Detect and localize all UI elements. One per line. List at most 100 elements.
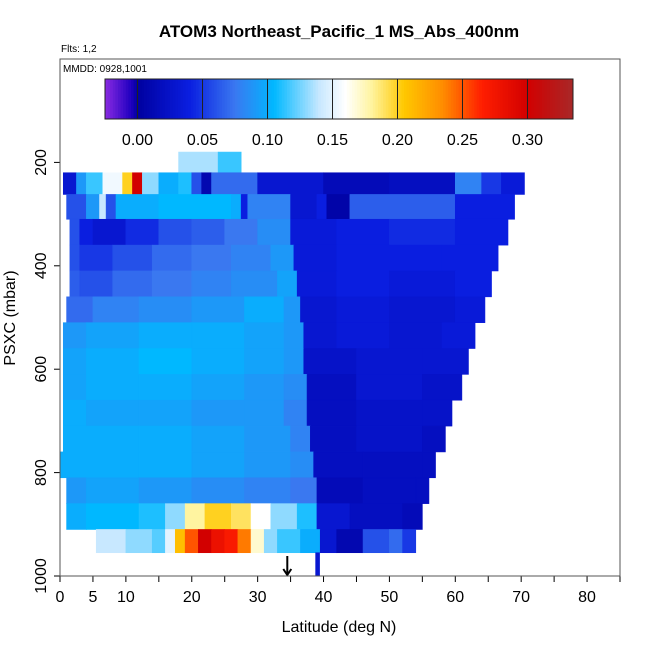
colorbar-segment (570, 79, 574, 119)
heatmap-cell (290, 425, 311, 453)
heatmap-cell (224, 218, 258, 246)
heatmap-cell (112, 244, 153, 272)
heatmap-cell (296, 503, 318, 530)
heatmap-cell (191, 348, 245, 375)
latitude-arrow-head (282, 568, 293, 577)
heatmap-cell (336, 270, 390, 298)
heatmap-cell (138, 348, 193, 375)
colorbar-segment (521, 79, 524, 119)
colorbar-segment (484, 79, 488, 119)
heatmap-cell (244, 399, 285, 427)
colorbar-segment (531, 79, 535, 119)
colorbar-segment (206, 79, 210, 119)
colorbar-segment (508, 79, 511, 119)
heatmap-cell (244, 451, 291, 479)
heatmap-cell (336, 529, 364, 554)
heatmap-cell (441, 322, 476, 349)
plot-frame (59, 58, 621, 577)
colorbar-segment (560, 79, 563, 119)
heatmap-cell (178, 151, 219, 174)
colorbar-segment (346, 79, 350, 119)
heatmap-cell (336, 218, 390, 246)
colorbar-segment (432, 79, 436, 119)
heatmap-cell (138, 425, 193, 453)
heatmap-cell (191, 218, 225, 246)
colorbar-segment (190, 79, 194, 119)
colorbar-segment (250, 79, 254, 119)
y-tick-label: 800 (33, 459, 50, 486)
colorbar-segment (196, 79, 199, 119)
colorbar-segment (341, 79, 345, 119)
colorbar-segment (274, 79, 277, 119)
colorbar-segment (357, 79, 361, 119)
y-tick-label: 200 (33, 149, 50, 176)
heatmap-cell (230, 244, 272, 272)
heatmap-cell (306, 399, 357, 427)
colorbar-segment (471, 79, 475, 119)
colorbar-segment (534, 79, 537, 119)
colorbar-segment (268, 79, 272, 119)
colorbar-segment (112, 79, 116, 119)
colorbar-segment (240, 79, 244, 119)
colorbar-segment (367, 79, 371, 119)
heatmap-cell (165, 503, 186, 530)
colorbar-segment (253, 79, 257, 119)
heatmap-cell (125, 218, 160, 246)
colorbar-segment (149, 79, 153, 119)
flights-label: Flts: 1,2 (61, 44, 97, 55)
colorbar-segment (209, 79, 212, 119)
heatmap-cell (422, 425, 446, 453)
heatmap-cell (402, 503, 423, 530)
heatmap-cell (454, 296, 486, 323)
heatmap-cell (356, 425, 423, 453)
heatmap-cell (356, 374, 423, 401)
heatmap-cell (230, 194, 242, 220)
heatmap-cell (178, 172, 193, 195)
heatmap-cell (296, 270, 338, 298)
colorbar-segment (315, 79, 319, 119)
heatmap-cell (86, 451, 140, 479)
heatmap-cell (204, 503, 232, 530)
colorbar-segment (162, 79, 166, 119)
colorbar-segment (310, 79, 314, 119)
heatmap-cell (356, 399, 423, 427)
colorbar-segment (505, 79, 509, 119)
colorbar-segment (107, 79, 111, 119)
heatmap-cell (69, 270, 81, 298)
heatmap-cell (257, 172, 324, 195)
colorbar-segment (354, 79, 358, 119)
colorbar-segment (222, 79, 225, 119)
colorbar-segment (541, 79, 545, 119)
colorbar-segment (539, 79, 543, 119)
heatmap-cell (315, 552, 320, 577)
colorbar-segment (474, 79, 478, 119)
colorbar-segment (370, 79, 374, 119)
heatmap-cell (99, 194, 107, 220)
colorbar-segment (227, 79, 231, 119)
heatmap-cell (454, 270, 492, 298)
colorbar-segment (219, 79, 223, 119)
colorbar-frame (104, 78, 574, 120)
colorbar-segment (344, 79, 348, 119)
heatmap-cell (92, 296, 140, 323)
colorbar-segment (203, 79, 207, 119)
colorbar-segment (164, 79, 168, 119)
colorbar-segment (552, 79, 556, 119)
y-tick-label: 1000 (33, 558, 50, 594)
heatmap-cell (79, 244, 114, 272)
colorbar-tick-label: 0.15 (317, 132, 348, 149)
colorbar-segment (287, 79, 290, 119)
heatmap-cell (283, 322, 305, 349)
colorbar-segment (120, 79, 124, 119)
colorbar-segment (440, 79, 444, 119)
colorbar-segment (115, 79, 119, 119)
heatmap-cell (247, 194, 291, 220)
colorbar-segment (362, 79, 366, 119)
colorbar-segment (214, 79, 218, 119)
heatmap-cell (293, 244, 338, 272)
colorbar-segment (409, 79, 413, 119)
heatmap-cell (415, 477, 430, 504)
colorbar-tick-label: 0.20 (382, 132, 413, 149)
heatmap-cell (86, 348, 140, 375)
x-tick-label: 20 (183, 589, 201, 606)
